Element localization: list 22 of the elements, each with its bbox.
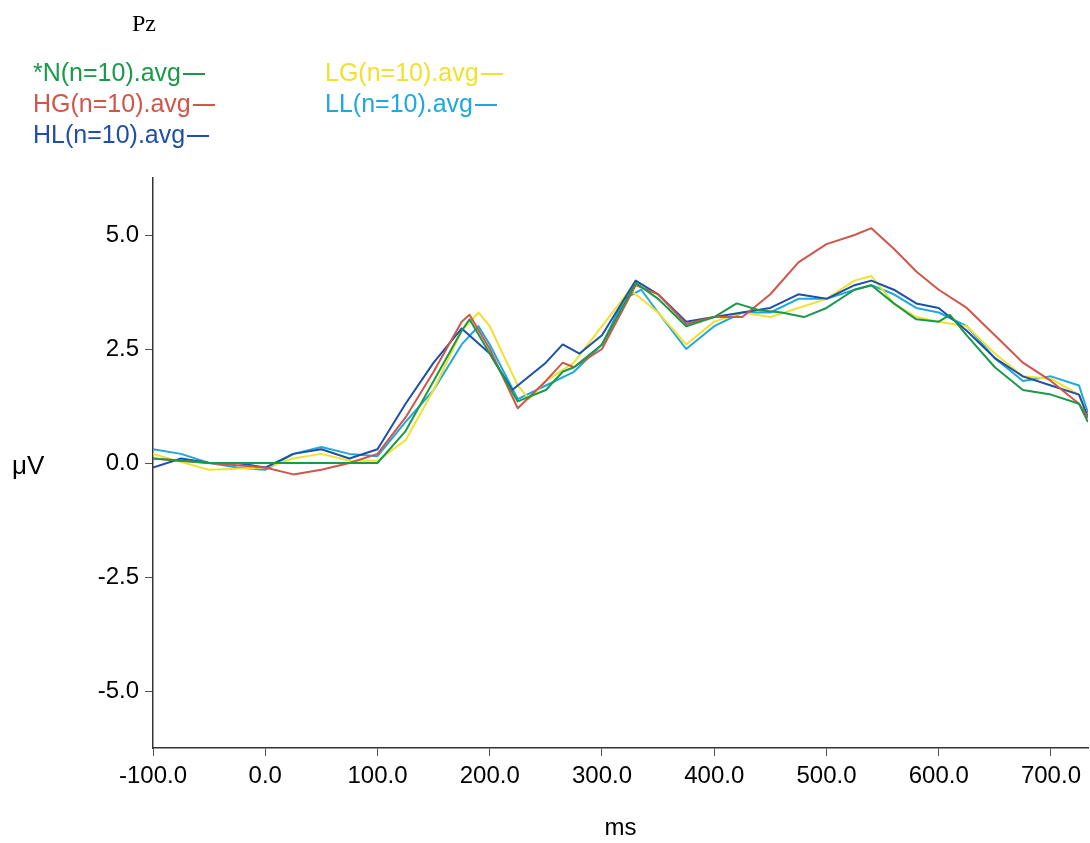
- x-tick-label: 300.0: [571, 761, 633, 789]
- x-tick-label: 500.0: [796, 761, 857, 789]
- y-tick-label: -2.5: [97, 561, 139, 589]
- x-tick-label: 0.0: [248, 761, 282, 789]
- y-tick-label: -5.0: [97, 675, 139, 703]
- x-tick-label: 600.0: [908, 761, 969, 789]
- x-axis-title: ms: [604, 813, 637, 841]
- x-tick-label: 200.0: [459, 761, 520, 789]
- y-tick-label: 2.5: [105, 333, 139, 361]
- y-tick-label: 0.0: [105, 447, 139, 475]
- legend-label: *N(n=10).avg: [33, 58, 181, 86]
- x-tick-label: 400.0: [684, 761, 745, 789]
- y-axis-title: μV: [12, 450, 45, 481]
- legend-label: LL(n=10).avg: [325, 89, 474, 117]
- x-tick-label: 700.0: [1020, 761, 1081, 789]
- legend-label: HL(n=10).avg: [33, 120, 186, 148]
- legend-label: LG(n=10).avg: [325, 58, 479, 86]
- chart-title: Pz: [132, 10, 156, 37]
- x-tick-label: -100.0: [118, 761, 188, 789]
- y-tick-label: 5.0: [105, 219, 139, 247]
- legend-label: HG(n=10).avg: [33, 89, 191, 117]
- x-tick-label: 100.0: [347, 761, 408, 789]
